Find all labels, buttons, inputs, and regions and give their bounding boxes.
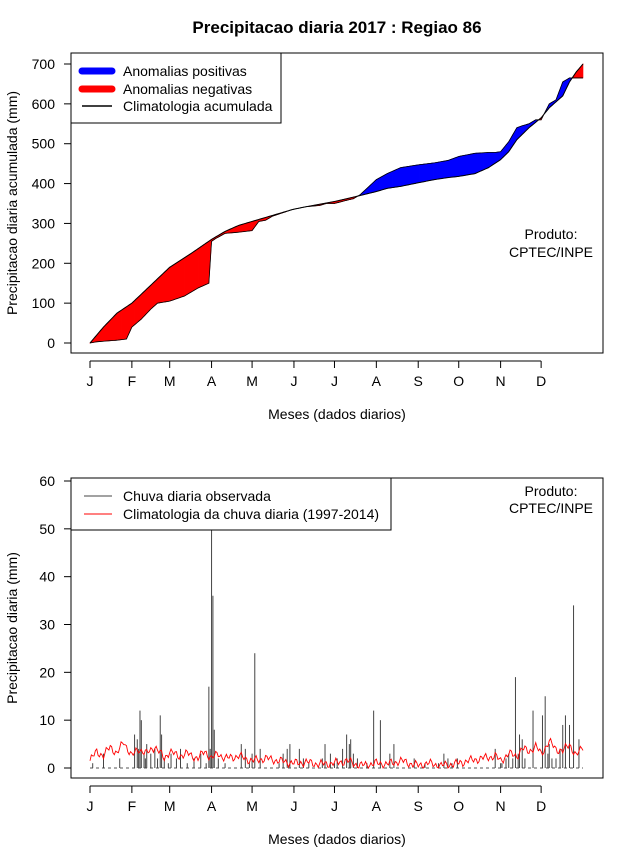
x-tick-label-top: S (414, 373, 423, 389)
x-tick-label-bottom: M (164, 798, 176, 814)
x-axis-label-bottom: Meses (dados diarios) (268, 831, 406, 847)
legend-label-positive: Anomalias positivas (123, 63, 247, 79)
y-tick-label: 100 (32, 295, 56, 311)
y-tick-label: 20 (39, 664, 55, 680)
y-tick-label: 30 (39, 617, 55, 633)
x-tick-label-bottom: A (207, 798, 217, 814)
x-tick-label-top: J (87, 373, 94, 389)
y-axis-bottom: 0 10 20 30 40 50 60 (39, 473, 72, 776)
x-tick-label-top: D (536, 373, 546, 389)
x-tick-label-top: A (372, 373, 382, 389)
x-tick-label-top: J (331, 373, 338, 389)
y-tick-label: 50 (39, 521, 55, 537)
y-axis-label-top: Precipitacao diaria acumulada (mm) (4, 91, 20, 315)
x-tick-label-bottom: O (453, 798, 464, 814)
x-tick-label-bottom: S (414, 798, 423, 814)
x-tick-label-top: M (246, 373, 258, 389)
cumulative-chart: 0 100 200 300 400 500 600 700 J F M A M J J A S O N D Prec… (4, 52, 604, 422)
chart-title: Precipitacao diaria 2017 : Regiao 86 (192, 18, 481, 37)
x-tick-label-bottom: N (496, 798, 506, 814)
legend-label-climatology: Climatologia acumulada (123, 98, 273, 114)
x-tick-label-top: N (496, 373, 506, 389)
x-tick-label-bottom: A (372, 798, 382, 814)
legend-label-negative: Anomalias negativas (123, 81, 252, 97)
legend-label-observed: Chuva diaria observada (123, 488, 271, 504)
y-tick-label: 0 (47, 760, 55, 776)
legend-box-bottom (70, 477, 392, 531)
y-tick-label: 700 (32, 56, 56, 72)
product-label-top: Produto: (525, 226, 578, 242)
legend-top: Anomalias positivas Anomalias negativas … (70, 52, 282, 124)
x-tick-label-bottom: M (246, 798, 258, 814)
x-tick-label-bottom: D (536, 798, 546, 814)
y-tick-label: 400 (32, 176, 56, 192)
y-tick-label: 10 (39, 712, 55, 728)
y-axis-top: 0 100 200 300 400 500 600 700 (32, 56, 72, 351)
x-tick-label-bottom: F (128, 798, 137, 814)
daily-chart: 0 10 20 30 40 50 60 J F M A M J J A S O N D Precipitacao … (4, 473, 604, 847)
x-tick-label-top: F (128, 373, 137, 389)
y-tick-label: 40 (39, 569, 55, 585)
product-label-bottom: Produto: (525, 483, 578, 499)
y-tick-label: 300 (32, 215, 56, 231)
x-tick-label-bottom: J (87, 798, 94, 814)
climatology-daily-line (89, 737, 584, 770)
x-tick-label-top: O (453, 373, 464, 389)
product-source-top: CPTEC/INPE (509, 244, 593, 260)
x-tick-label-top: A (207, 373, 217, 389)
y-tick-label: 0 (47, 335, 55, 351)
x-axis-label-top: Meses (dados diarios) (268, 406, 406, 422)
legend-bottom: Chuva diaria observada Climatologia da c… (70, 477, 392, 531)
y-tick-label: 60 (39, 473, 55, 489)
y-tick-label: 500 (32, 136, 56, 152)
x-tick-label-top: J (290, 373, 297, 389)
observed-cumulative-line (89, 77, 583, 344)
y-tick-label: 600 (32, 96, 56, 112)
climatology-cumulative-line (89, 63, 584, 344)
product-source-bottom: CPTEC/INPE (509, 500, 593, 516)
y-tick-label: 200 (32, 255, 56, 271)
x-tick-label-top: M (164, 373, 176, 389)
legend-label-climatology-daily: Climatologia da chuva diaria (1997-2014) (123, 506, 379, 522)
y-axis-label-bottom: Precipitacao diaria (mm) (4, 552, 20, 704)
x-tick-label-bottom: J (331, 798, 338, 814)
x-tick-label-bottom: J (290, 798, 297, 814)
observed-bars (92, 528, 580, 768)
